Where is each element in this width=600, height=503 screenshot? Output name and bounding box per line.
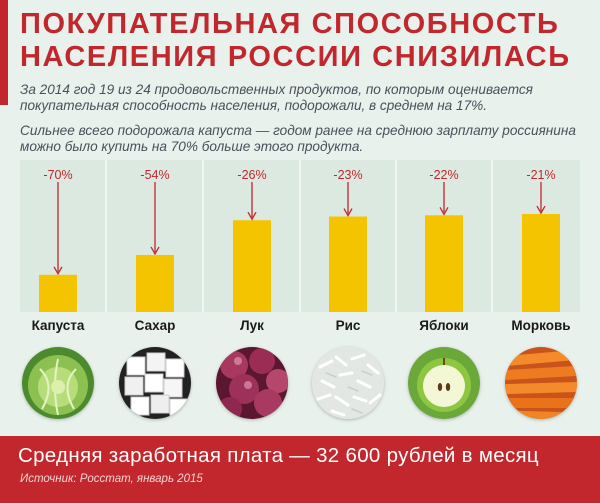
value-label-2: -26% [237, 168, 266, 182]
category-labels: Капуста Сахар Лук Рис Яблоки Морковь [0, 318, 600, 340]
arrow-head-1 [150, 246, 160, 256]
sugar-cubes-icon [119, 347, 191, 419]
arrow-head-3 [343, 208, 353, 217]
value-label-1: -54% [140, 168, 169, 182]
cabbage-icon [22, 347, 94, 419]
title-line-1: ПОКУПАТЕЛЬНАЯ СПОСОБНОСТЬ [20, 8, 560, 40]
value-label-3: -23% [333, 168, 362, 182]
price-change-chart: -70% -54% -26% -23% -22% -21% [20, 160, 580, 312]
red-onion-icon [216, 347, 288, 419]
arrow-head-0 [53, 266, 63, 276]
footer-banner: Средняя заработная плата — 32 600 рублей… [0, 436, 600, 503]
category-label-onion: Лук [240, 318, 264, 333]
intro-paragraph: За 2014 год 19 из 24 продовольственных п… [20, 82, 533, 113]
arrow-head-4 [439, 206, 449, 216]
bar-3 [329, 216, 367, 312]
bar-5 [522, 214, 560, 312]
average-salary-text: Средняя заработная плата — 32 600 рублей… [18, 444, 539, 467]
bar-2 [233, 220, 271, 312]
bar-1 [136, 254, 174, 312]
category-label-carrot: Морковь [511, 318, 571, 333]
arrow-head-5 [536, 205, 546, 215]
bar-4 [425, 215, 463, 312]
value-label-4: -22% [429, 168, 458, 182]
value-label-5: -21% [526, 168, 555, 182]
category-label-rice: Рис [335, 318, 361, 333]
arrow-head-2 [247, 211, 257, 221]
category-label-cabbage: Капуста [31, 318, 85, 333]
value-label-0: -70% [43, 168, 72, 182]
category-label-sugar: Сахар [134, 318, 176, 333]
carrots-icon [505, 347, 577, 419]
page-title: ПОКУПАТЕЛЬНАЯ СПОСОБНОСТЬ НАСЕЛЕНИЯ РОСС… [20, 8, 571, 74]
source-text: Источник: Росстат, январь 2015 [20, 473, 203, 485]
accent-strip [0, 0, 8, 105]
title-line-2: НАСЕЛЕНИЯ РОССИИ СНИЗИЛАСЬ [20, 41, 571, 73]
category-label-apple: Яблоки [419, 318, 469, 333]
cabbage-paragraph: Сильнее всего подорожала капуста — годом… [20, 123, 576, 154]
rice-icon [312, 347, 384, 419]
bar-0 [39, 274, 77, 312]
apple-icon [408, 347, 480, 419]
